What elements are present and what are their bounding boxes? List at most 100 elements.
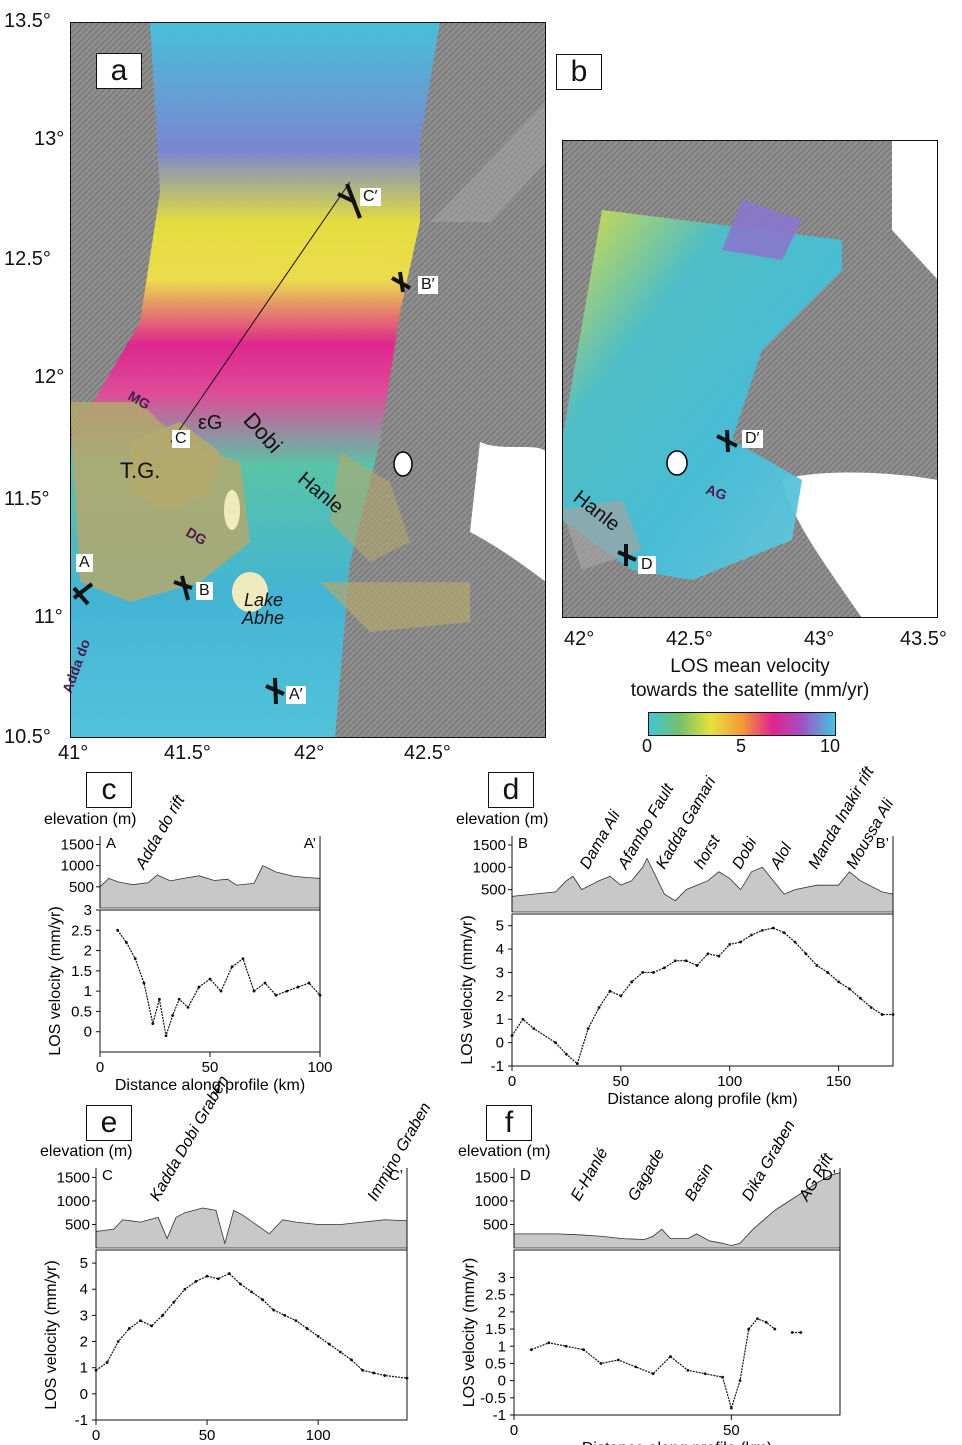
y-tick-label-c: 1.5 [71,963,92,980]
y-tick-label-f: -1 [493,1407,506,1424]
profile-label-cp: C′ [360,188,381,206]
profile-start-label-d: B [518,835,528,852]
velocity-point-e [316,1334,320,1338]
profile-end-label-f: D’ [822,1167,836,1184]
panel-b-label: b [556,54,602,90]
velocity-point-f [547,1341,551,1345]
profile-label-dp: D′ [742,430,763,448]
colorbar-tick: 5 [736,736,747,756]
lon-tick: 42° [294,742,325,764]
velocity-point-f [756,1317,759,1321]
y-tick-label-c: 0.5 [71,1003,92,1020]
profile-label-b: B [196,582,213,600]
velocity-point-d [782,931,786,935]
annotation-f: E-Hanlé [568,1145,612,1204]
profile-label-c: C [172,430,190,448]
label-abhe: Abhe [242,608,285,628]
velocity-point-d [554,1041,557,1045]
velocity-point-c [230,965,234,969]
velocity-point-c [171,1014,175,1017]
velocity-point-d [652,971,655,974]
y-tick-label-e: 5 [80,1255,88,1272]
x-tick-label-c: 100 [307,1059,332,1076]
velocity-point-d [575,1062,579,1066]
velocity-point-d [510,1034,514,1037]
profile-label-ap: A′ [286,686,306,704]
x-tick-label-e: 50 [199,1427,216,1444]
velocity-point-e [127,1327,131,1330]
velocity-point-c [158,997,161,1001]
velocity-point-e [272,1308,276,1312]
velocity-point-f [790,1331,794,1334]
velocity-point-e [350,1358,353,1362]
velocity-point-c [142,981,146,985]
velocity-point-c [177,997,181,1001]
map-b [562,140,938,618]
velocity-point-f [634,1365,638,1369]
velocity-point-e [161,1313,165,1317]
y-tick-label-e: 4 [80,1281,88,1298]
velocity-point-d [760,928,764,932]
velocity-point-e [238,1282,242,1286]
elev-tick-label-f: 500 [483,1216,508,1233]
tg-polygon [70,402,250,602]
velocity-point-f [703,1372,707,1376]
velocity-point-f [738,1379,742,1383]
elevation-area-c [99,865,321,909]
velocity-point-e [338,1350,342,1354]
velocity-point-c [186,1005,190,1009]
label-eg: εG [198,412,223,434]
elev-tick-label-e: 1500 [57,1169,90,1186]
lat-tick: 13.5° [4,10,51,32]
velocity-line-e [95,1272,408,1379]
x-tick-label-c: 50 [202,1059,219,1076]
colorbar [648,712,836,736]
y-axis-label-d: LOS velocity (mm/yr) [459,915,476,1064]
velocity-point-d [826,971,830,974]
velocity-point-e [94,1368,98,1372]
y-axis-label-c: LOS velocity (mm/yr) [47,906,64,1055]
x-tick-label-d: 50 [613,1073,630,1090]
velocity-point-e [105,1361,109,1364]
insar-swath-b [562,210,842,580]
velocity-point-e [283,1313,287,1317]
y-tick-label-f: 0 [498,1373,506,1390]
velocity-point-d [739,940,742,944]
velocity-point-c [318,993,322,997]
velocity-point-f [669,1355,672,1358]
y-tick-label-c: 2 [84,943,92,960]
elev-axis-label-f: elevation (m) [458,1143,550,1160]
y-tick-label-d: 3 [496,964,504,981]
velocity-point-c [252,989,256,993]
velocity-point-d [663,966,666,970]
velocity-frame-c [99,909,321,1053]
velocity-point-f [747,1327,751,1331]
velocity-point-d [695,964,699,967]
lat-tick: 11° [34,606,63,628]
velocity-point-d [804,952,808,956]
profile-end-label-e: C’ [389,1167,403,1184]
velocity-point-c [208,977,212,981]
profile-start-label-f: D [520,1167,531,1184]
annotation-e: Immino Graben [365,1100,435,1204]
velocity-frame-e [95,1249,408,1421]
velocity-point-f [764,1320,768,1324]
velocity-point-f [651,1372,655,1376]
map-b-canvas [562,140,938,618]
y-tick-label-c: 0 [84,1024,92,1041]
y-tick-label-f: 0.5 [485,1355,506,1372]
y-axis-label-e: LOS velocity (mm/yr) [43,1260,60,1409]
y-tick-label-d: 2 [496,988,504,1005]
velocity-point-e [383,1374,387,1377]
profile-start-label-e: C [102,1167,113,1184]
y-tick-label-e: 3 [80,1307,88,1324]
elev-axis-label-e: elevation (m) [40,1143,132,1160]
x-axis-label-c: Distance along profile (km) [115,1077,305,1094]
velocity-point-d [880,1013,884,1016]
velocity-point-e [139,1319,142,1323]
y-tick-label-f: 1 [498,1338,506,1355]
velocity-point-d [608,989,612,993]
lat-tick: 10.5° [4,726,51,748]
profile-start-label-c: A [106,835,116,852]
y-tick-label-f: 2.5 [485,1287,506,1304]
